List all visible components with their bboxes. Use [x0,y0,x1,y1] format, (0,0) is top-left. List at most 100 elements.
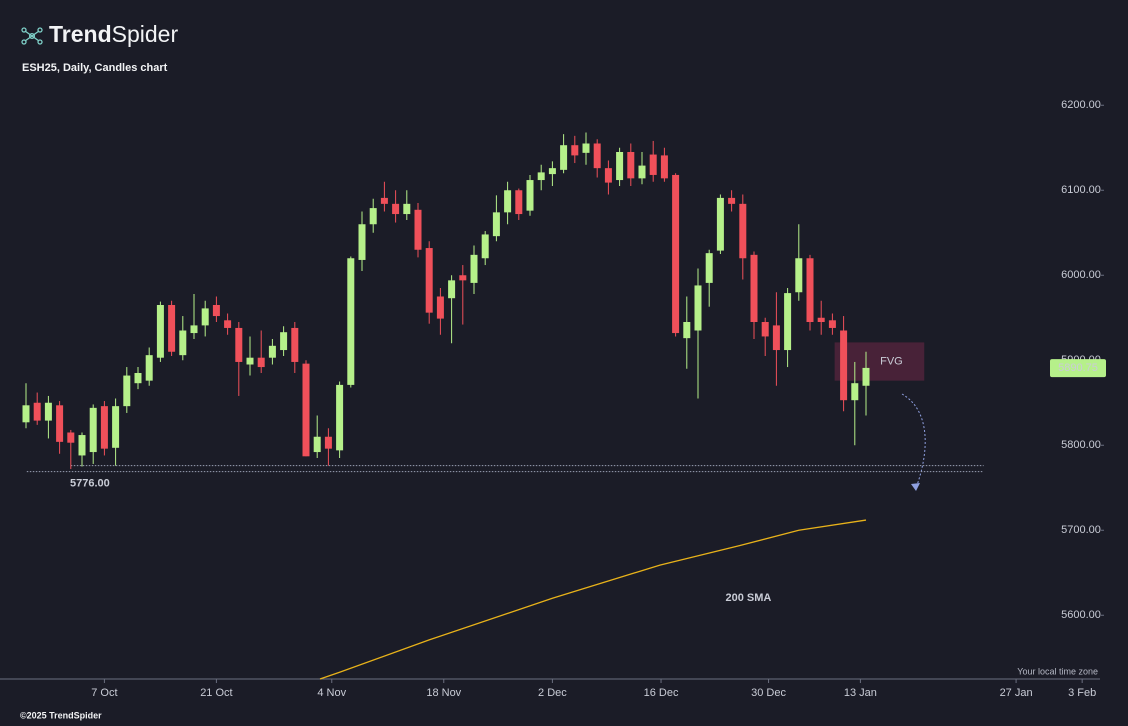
candle-body [201,308,209,326]
candle-body [840,330,848,401]
candle-body [156,305,164,358]
x-tick-label: 30 Dec [751,687,786,699]
candle-body [795,258,803,293]
candle-body [806,258,814,322]
last-price-label: 5890.75 [1058,362,1098,374]
x-tick-label: 2 Dec [538,687,567,699]
candle-body [358,224,366,260]
candle-body [257,357,265,368]
candle-body [504,190,512,213]
candle-body [448,280,456,299]
y-tick-label: 5600.00 [1061,609,1101,621]
candle-body [660,155,668,179]
candle-body [683,322,691,339]
support-label: 5776.00 [70,478,110,490]
candle-body [179,330,187,356]
x-tick-label: 27 Jan [1000,687,1033,699]
candle-body [392,203,400,215]
candle-body [291,327,299,362]
candle-body [369,208,377,225]
candle-body [56,405,64,442]
candle-body [459,275,467,281]
x-tick-label: 7 Oct [91,687,117,699]
arrow-head [911,483,920,491]
y-tick-label: 6100.00 [1061,184,1101,196]
fvg-label: FVG [880,355,903,367]
candle-body [716,197,724,251]
candle-body [100,406,108,449]
brand: TrendSpider [49,21,178,47]
candle-body [123,375,131,407]
candle-body [492,212,500,237]
candle-body [268,345,276,358]
candle-body [705,253,713,283]
candle-body [313,436,321,453]
x-tick-label: 4 Nov [317,687,346,699]
candle-body [560,145,568,170]
candle-body [772,325,780,351]
chart-title: ESH25, Daily, Candles chart [22,62,168,74]
candle-body [134,373,142,384]
candle-body [67,432,75,443]
candle-body [280,332,288,351]
candle-body [44,402,52,421]
candle-body [593,143,601,169]
x-tick-label: 18 Nov [426,687,461,699]
candle-body [694,285,702,331]
arrow [901,393,926,489]
x-tick-label: 16 Dec [644,687,679,699]
candle-body [604,168,612,183]
candle-body [324,436,332,449]
candle-body [302,363,310,457]
candle-body [526,180,534,211]
candle-body [649,154,657,175]
candle-body [616,152,624,181]
candle-body [336,384,344,451]
candle-body [414,209,422,250]
sma-label: 200 SMA [725,592,771,604]
sma-line [319,519,867,680]
candle-body [112,406,120,448]
x-tick-label: 21 Oct [200,687,232,699]
candle-body [347,258,355,385]
y-tick-label: 5800.00 [1061,439,1101,451]
candle-body [817,317,825,322]
timezone-note: Your local time zone [1017,666,1098,676]
candle-body [728,197,736,204]
candle-body [537,172,545,181]
last-price-box [1050,359,1106,378]
candle-body [750,254,758,322]
candle-body [627,152,635,179]
candle-body [739,203,747,259]
logo-icon [21,27,43,45]
fvg-box [834,342,925,381]
y-tick-label: 6000.00 [1061,269,1101,281]
candle-body [582,143,590,153]
candle-body [145,355,153,381]
candle-body [548,168,556,175]
x-tick-label: 13 Jan [844,687,877,699]
candle-body [22,405,30,423]
candle-body [78,435,86,456]
candle-body [89,407,97,453]
candle-body [190,325,198,334]
copyright: ©2025 TrendSpider [20,710,102,720]
brand-light: Spider [112,21,179,47]
candle-body [212,305,220,317]
candle-body [235,327,243,362]
candle-body [571,145,579,156]
candle-body [481,234,489,259]
candle-body [380,197,388,204]
candle-body [828,320,836,328]
candle-body [638,165,646,179]
candle-body [862,367,870,386]
y-tick-label: 5700.00 [1061,524,1101,536]
x-tick-label: 3 Feb [1068,687,1096,699]
candle-body [403,203,411,215]
candle-body [515,190,523,215]
candle-body [851,383,859,401]
candle-body [470,254,478,283]
candle-body [33,402,41,421]
